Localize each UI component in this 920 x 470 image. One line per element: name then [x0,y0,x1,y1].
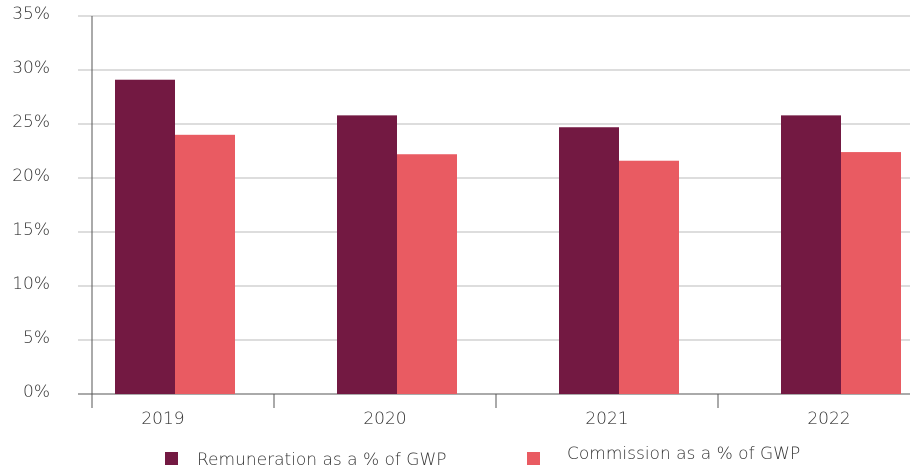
y-tick-label: 35% [12,4,50,24]
x-tick-label: 2020 [363,409,406,429]
bar [559,127,619,395]
legend-swatch [165,452,178,465]
y-tick-label: 25% [12,112,50,132]
y-tick-label: 10% [12,274,50,294]
y-tick-label: 15% [12,220,50,240]
x-tick-label: 2021 [585,409,628,429]
y-tick-label: 5% [23,328,50,348]
bar [397,154,457,394]
bar [337,115,397,395]
bar [175,134,235,395]
y-tick-label: 20% [12,166,50,186]
bar [781,115,841,395]
bar [841,152,901,394]
y-tick-label: 0% [23,382,50,402]
x-tick-label: 2019 [141,409,184,429]
bar [619,160,679,394]
legend-label: Remuneration as a % of GWP [197,450,447,470]
y-tick-label: 30% [12,58,50,78]
legend-label: Commission as a % of GWP [567,444,800,464]
x-tick-label: 2022 [807,409,850,429]
legend-swatch [527,452,540,465]
bar [115,79,175,394]
